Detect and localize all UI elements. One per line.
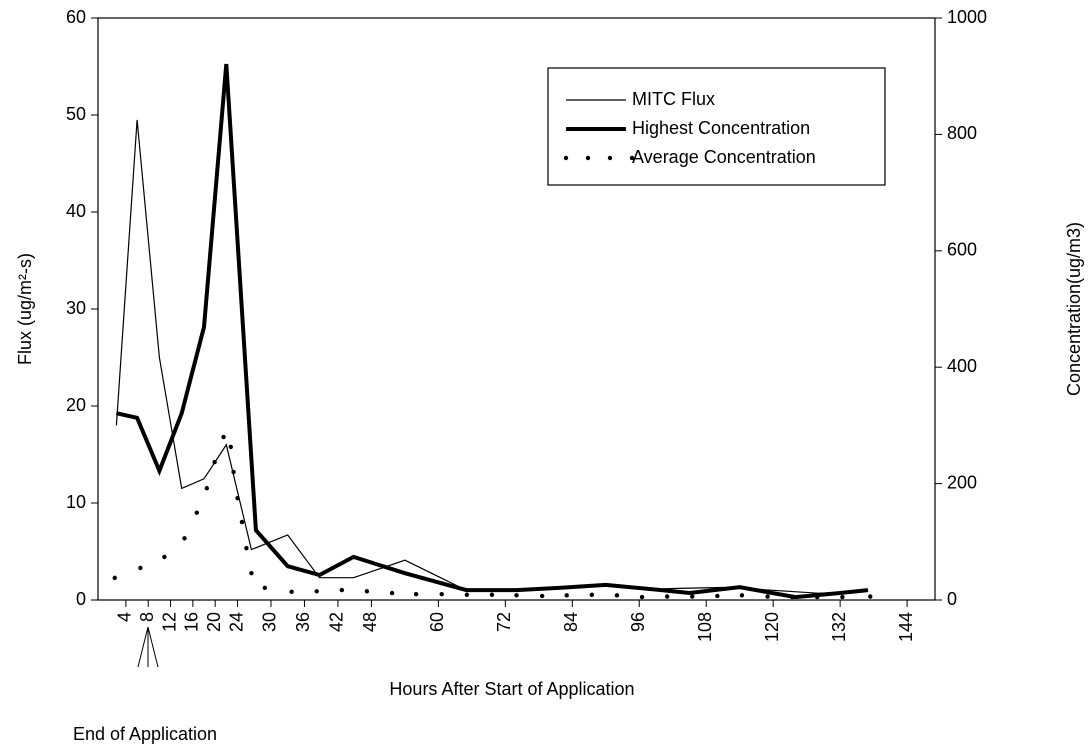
data-point <box>162 554 167 560</box>
y2-tick-label: 0 <box>947 589 957 609</box>
x-tick-label: 30 <box>260 612 280 632</box>
y-tick-label: 40 <box>66 201 86 221</box>
data-point <box>413 591 419 597</box>
legend: MITC Flux Highest Concentration Average Co… <box>547 67 886 186</box>
data-point <box>514 593 519 598</box>
x-tick-label: 24 <box>226 612 246 632</box>
data-point <box>739 593 745 598</box>
x-tick-label: 72 <box>494 612 514 632</box>
x-tick-label: 144 <box>896 612 916 642</box>
data-point <box>204 486 210 491</box>
y2-tick-label: 600 <box>947 240 977 260</box>
data-point <box>715 593 720 599</box>
legend-swatch <box>607 155 613 161</box>
data-point <box>614 593 620 598</box>
data-point <box>489 592 495 597</box>
x-tick-label: 4 <box>115 612 135 622</box>
y2-tick-label: 400 <box>947 356 977 376</box>
x-tick-label: 36 <box>293 612 313 632</box>
data-point <box>868 594 873 599</box>
legend-swatch <box>585 155 591 161</box>
y-axis-label: Flux (ug/m²-s) <box>15 253 35 365</box>
x-tick-label: 20 <box>204 612 224 632</box>
x-tick-label: 132 <box>829 612 849 642</box>
data-point <box>539 593 545 599</box>
annotation-arrow <box>137 626 159 668</box>
x-tick-label: 120 <box>762 612 782 642</box>
legend-label: Average Concentration <box>632 147 816 167</box>
data-point <box>212 459 217 465</box>
y-tick-label: 60 <box>66 7 86 27</box>
y2-axis-label: Concentration(ug/m3) <box>1064 222 1084 396</box>
data-point <box>664 594 670 599</box>
data-point <box>194 510 199 515</box>
legend-box <box>547 67 886 186</box>
data-point <box>244 546 249 551</box>
y2-tick-label: 800 <box>947 123 977 143</box>
data-point <box>364 589 370 594</box>
x-tick-label: 60 <box>427 612 447 632</box>
data-point <box>231 469 236 475</box>
data-point <box>840 594 845 600</box>
data-point <box>235 495 240 501</box>
x-axis-label: Hours After Start of Application <box>389 679 634 699</box>
data-point <box>564 593 569 598</box>
x-tick-label: 12 <box>159 612 179 632</box>
data-point <box>314 589 319 594</box>
x-tick-label: 8 <box>137 612 157 622</box>
x-tick-label: 42 <box>327 612 347 632</box>
data-line <box>115 119 869 594</box>
x-tick-label: 84 <box>561 612 581 632</box>
x-tick-label: 16 <box>182 612 202 632</box>
data-line <box>115 63 869 600</box>
legend-label: Highest Concentration <box>632 118 810 138</box>
y2-tick-label: 200 <box>947 472 977 492</box>
data-point <box>439 591 444 597</box>
data-point <box>228 444 234 450</box>
data-point <box>249 571 254 576</box>
x-tick-label: 96 <box>628 612 648 632</box>
data-point <box>112 575 117 581</box>
data-point <box>789 594 795 600</box>
data-point <box>221 434 226 440</box>
data-point <box>262 585 268 590</box>
data-point <box>639 594 645 600</box>
data-point <box>289 589 294 595</box>
data-point <box>182 536 187 541</box>
data-point <box>765 594 770 599</box>
annotation: End of Application <box>73 724 217 744</box>
data-point <box>690 594 695 599</box>
data-point <box>815 594 820 600</box>
y-tick-label: 10 <box>66 492 86 512</box>
y2-tick-label: 1000 <box>947 7 987 27</box>
x-tick-label: 108 <box>695 612 715 642</box>
y-tick-label: 50 <box>66 104 86 124</box>
legend-label: MITC Flux <box>632 89 715 109</box>
y-tick-label: 30 <box>66 298 86 318</box>
data-point <box>389 590 395 596</box>
x-tick-label: 48 <box>360 612 380 632</box>
y-tick-label: 20 <box>66 395 86 415</box>
y-tick-label: 0 <box>76 589 86 609</box>
legend-swatch <box>563 155 569 161</box>
data-point <box>339 587 345 593</box>
data-point <box>464 592 470 597</box>
data-point <box>138 565 143 571</box>
data-point <box>589 592 595 597</box>
legend-swatch <box>629 155 635 161</box>
data-point <box>239 519 245 525</box>
